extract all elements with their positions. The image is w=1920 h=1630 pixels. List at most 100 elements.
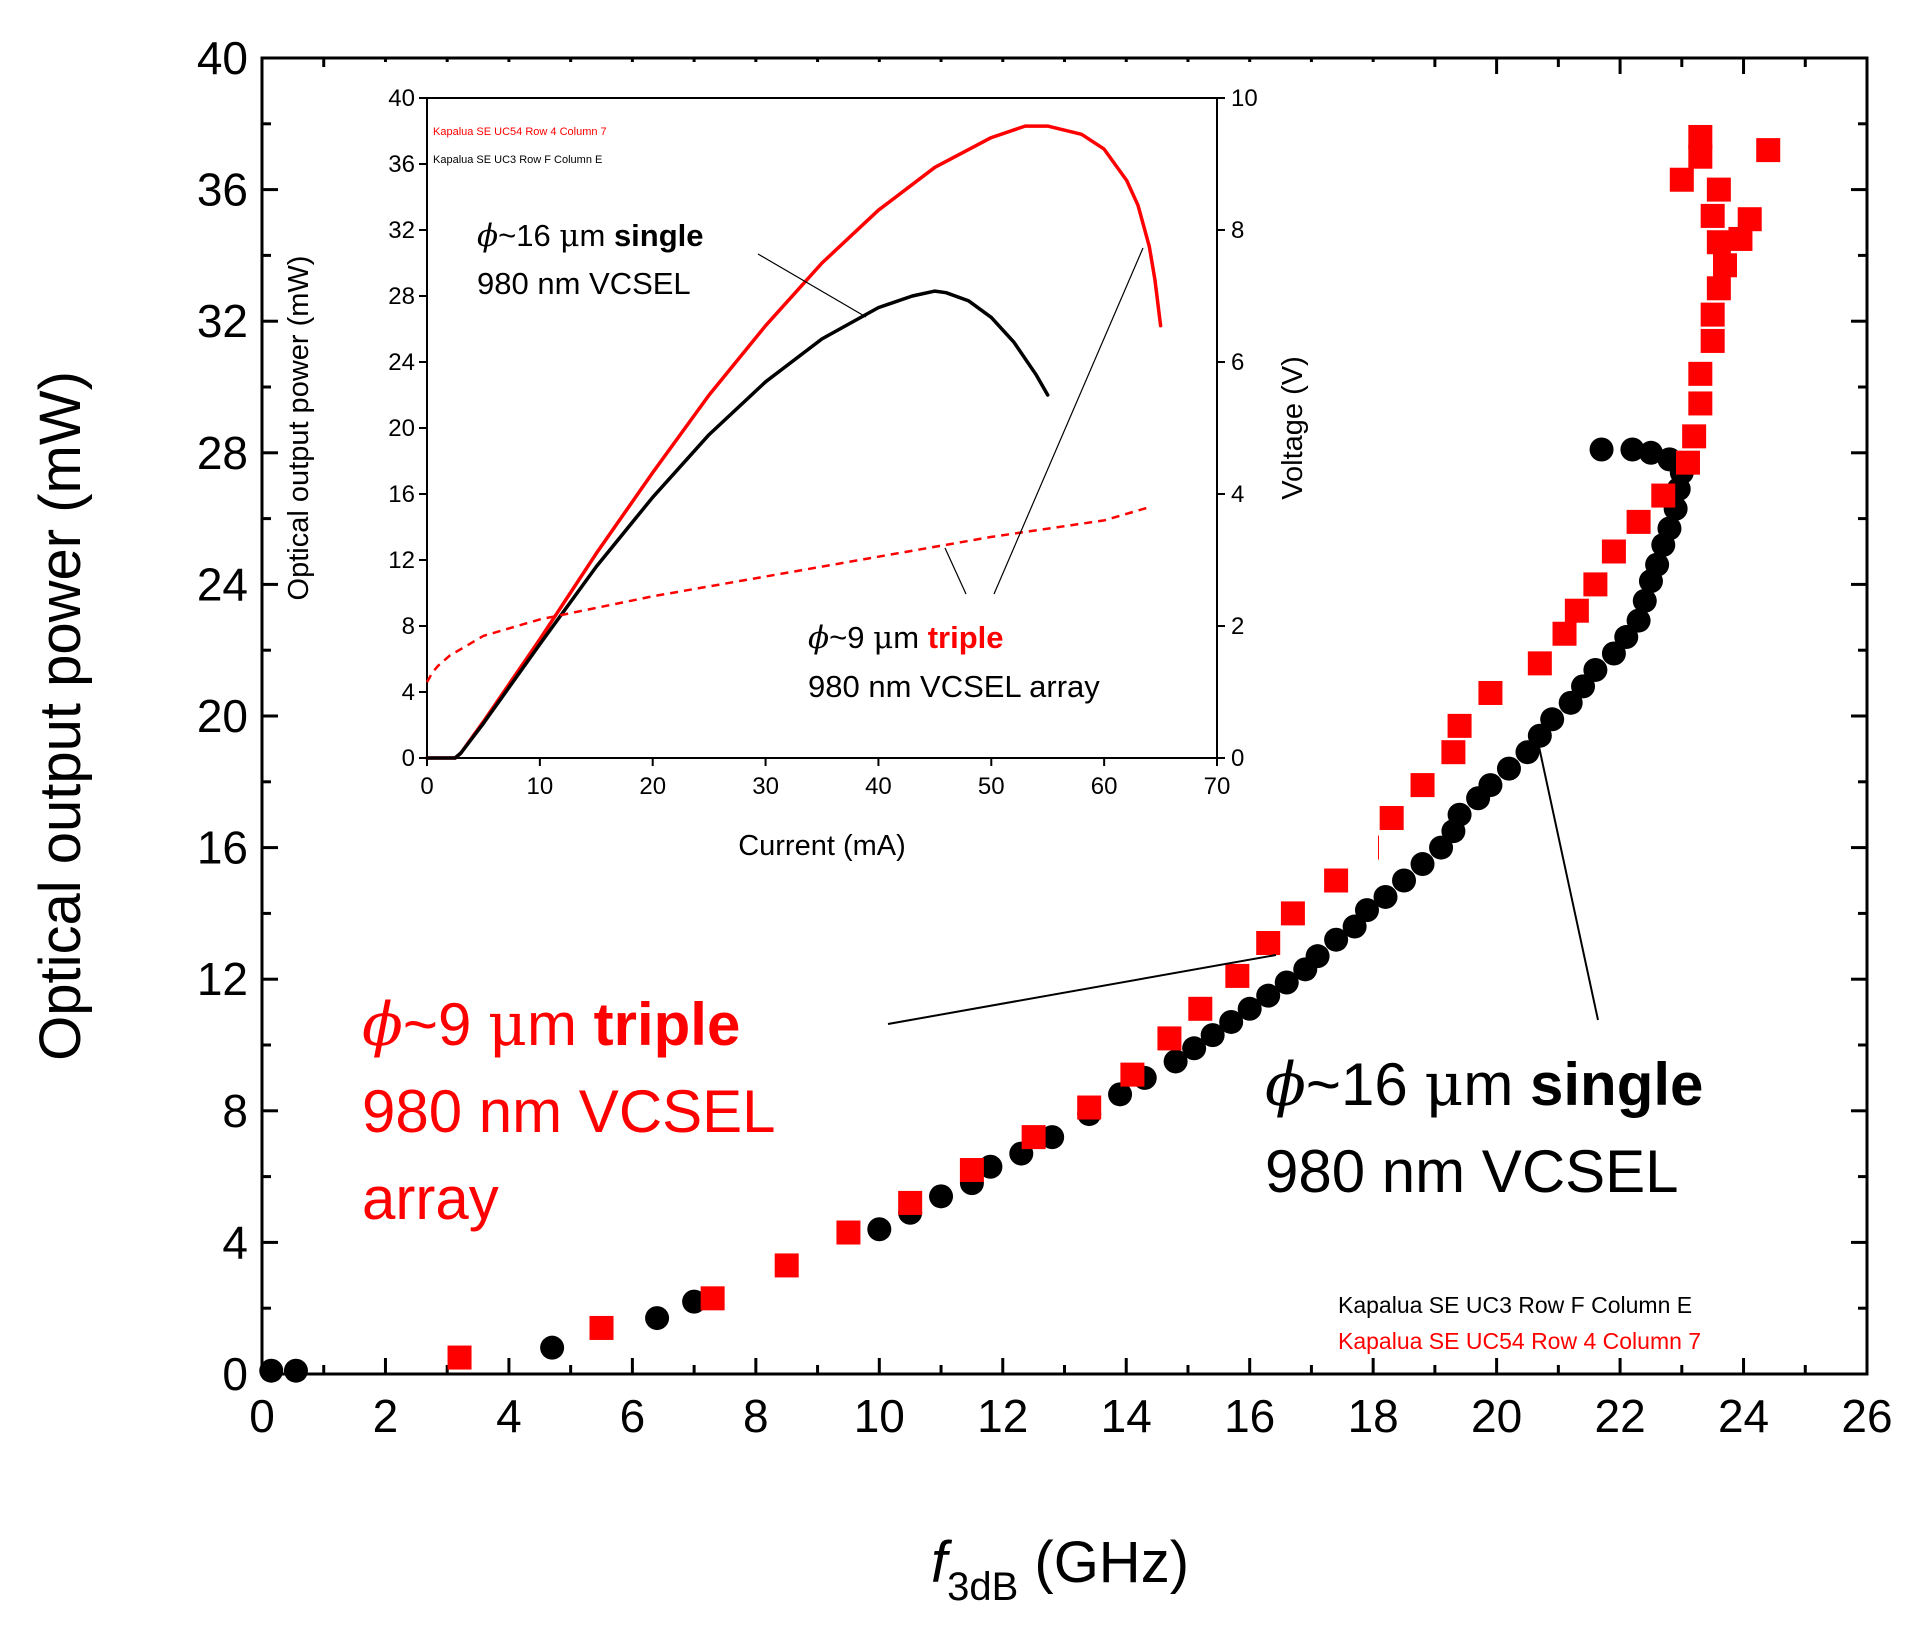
inset-x-tick-label: 50 [978, 773, 1005, 800]
data-point-black-circle [1645, 552, 1670, 577]
data-point-red-square [1688, 361, 1713, 386]
inset-pointer-triple-left [944, 547, 967, 595]
main-x-tick-label: 4 [496, 1390, 522, 1442]
data-point-black-circle [1429, 835, 1454, 860]
data-point-red-square [1120, 1062, 1145, 1087]
data-point-black-circle [540, 1335, 565, 1360]
inset-legend-black: Kapalua SE UC3 Row F Column E [433, 154, 602, 166]
data-point-red-square [1225, 963, 1250, 988]
inset-y-tick-label: 16 [388, 481, 415, 508]
main-series-red-squares [447, 124, 1781, 1370]
main-series-black-circles [259, 437, 1694, 1383]
data-point-black-circle [1200, 1023, 1225, 1048]
inset-y2-tick-label: 10 [1231, 85, 1258, 112]
data-point-black-circle [1354, 898, 1379, 923]
data-point-black-circle [1392, 868, 1417, 893]
main-x-tick-label: 12 [977, 1390, 1028, 1442]
inset-y-axis-label: Optical output power (mW) [283, 256, 315, 601]
main-annotation-single: ϕ~16 μm single 980 nm VCSEL [1265, 1050, 1703, 1205]
data-point-black-circle [1614, 625, 1639, 650]
main-x-tick-label: 8 [743, 1390, 769, 1442]
inset-y2-tick-label: 2 [1231, 613, 1244, 640]
main-x-tick-label: 0 [249, 1390, 275, 1442]
main-x-tick-label: 24 [1718, 1390, 1769, 1442]
inset-y2-tick-label: 4 [1231, 481, 1244, 508]
data-point-black-circle [1540, 707, 1565, 732]
data-point-black-circle [1237, 996, 1262, 1021]
inset-y2-tick-label: 6 [1231, 349, 1244, 376]
data-point-red-square [1564, 598, 1589, 623]
main-x-ticks: 0 2 4 6 8 10 12 14 16 18 20 22 24 26 [249, 58, 1893, 1442]
svg-text:ϕ~16 μm single: ϕ~16 μm single [477, 218, 704, 254]
data-point-red-square [1256, 931, 1281, 956]
data-point-black-circle [1219, 1009, 1244, 1034]
data-point-black-circle [259, 1358, 284, 1383]
inset-y2-tick-label: 8 [1231, 217, 1244, 244]
inset-pointer-single [757, 253, 867, 318]
svg-text:980 nm VCSEL: 980 nm VCSEL [477, 266, 691, 301]
main-x-tick-label: 18 [1348, 1390, 1399, 1442]
data-point-black-circle [1256, 983, 1281, 1008]
inset-series-lines [425, 124, 1163, 760]
inset-y-ticks-right: 0 2 4 6 8 10 [1217, 85, 1258, 772]
data-point-black-circle [1108, 1082, 1133, 1107]
main-y-axis-label: Optical output power (mW) [28, 371, 93, 1061]
main-x-tick-label: 22 [1594, 1390, 1645, 1442]
data-point-red-square [1280, 901, 1305, 926]
data-point-red-square [1583, 572, 1608, 597]
data-point-red-square [836, 1220, 861, 1245]
inset-y2-axis-label: Voltage (V) [1277, 356, 1309, 499]
main-x-tick-label: 16 [1224, 1390, 1275, 1442]
main-y-tick-label: 32 [197, 295, 248, 347]
main-x-tick-label: 20 [1471, 1390, 1522, 1442]
main-pointer-triple [887, 954, 1277, 1025]
inset-x-tick-label: 10 [527, 773, 554, 800]
data-point-black-circle [867, 1217, 892, 1242]
data-point-black-circle [1496, 756, 1521, 781]
data-point-black-circle [978, 1154, 1003, 1179]
data-point-red-square [1675, 450, 1700, 475]
data-point-red-square [1651, 483, 1676, 508]
data-point-red-square [1688, 391, 1713, 416]
inset-x-ticks: 0 10 20 30 40 50 60 70 [420, 758, 1230, 800]
data-point-black-circle [1527, 723, 1552, 748]
data-point-red-square [1626, 509, 1651, 534]
inset-x-tick-label: 70 [1204, 773, 1231, 800]
main-y-tick-label: 12 [197, 953, 248, 1005]
inset-annotation-triple: ϕ~9 μm triple 980 nm VCSEL array [808, 620, 1100, 704]
data-point-black-circle [1589, 437, 1614, 462]
main-y-tick-label: 0 [222, 1348, 248, 1400]
data-point-black-circle [1620, 437, 1645, 462]
data-point-red-square [1441, 740, 1466, 765]
data-point-black-circle [1515, 740, 1540, 765]
svg-text:ϕ~16 μm single: ϕ~16 μm single [1265, 1050, 1703, 1120]
data-point-red-square [1706, 276, 1731, 301]
svg-text:ϕ~9 μm triple: ϕ~9 μm triple [808, 620, 1004, 656]
inset-y2-tick-label: 0 [1231, 745, 1244, 772]
data-point-black-circle [1478, 773, 1503, 798]
main-y-tick-label: 20 [197, 690, 248, 742]
main-pointer-single [1537, 741, 1599, 1021]
inset-y-tick-label: 24 [388, 349, 415, 376]
data-point-black-circle [1657, 516, 1682, 541]
data-point-red-square [1324, 868, 1349, 893]
svg-text:980 nm VCSEL array: 980 nm VCSEL array [808, 669, 1100, 704]
data-point-red-square [589, 1315, 614, 1340]
inset-legend-red: Kapalua SE UC54 Row 4 Column 7 [433, 126, 607, 138]
data-point-red-square [1669, 167, 1694, 192]
main-legend-black: Kapalua SE UC3 Row F Column E [1338, 1292, 1692, 1318]
svg-text:980 nm VCSEL: 980 nm VCSEL [1265, 1138, 1679, 1205]
data-point-red-square [1478, 680, 1503, 705]
inset-y-tick-label: 12 [388, 547, 415, 574]
data-point-red-square [1021, 1125, 1046, 1150]
data-point-red-square [1552, 621, 1577, 646]
inset-y-tick-label: 0 [402, 745, 415, 772]
data-point-red-square [1737, 207, 1762, 232]
data-point-red-square [1379, 805, 1404, 830]
main-annotation-triple: ϕ~9 μm triple 980 nm VCSEL array [362, 990, 776, 1232]
data-point-black-circle [1626, 608, 1651, 633]
data-point-black-circle [1410, 852, 1435, 877]
